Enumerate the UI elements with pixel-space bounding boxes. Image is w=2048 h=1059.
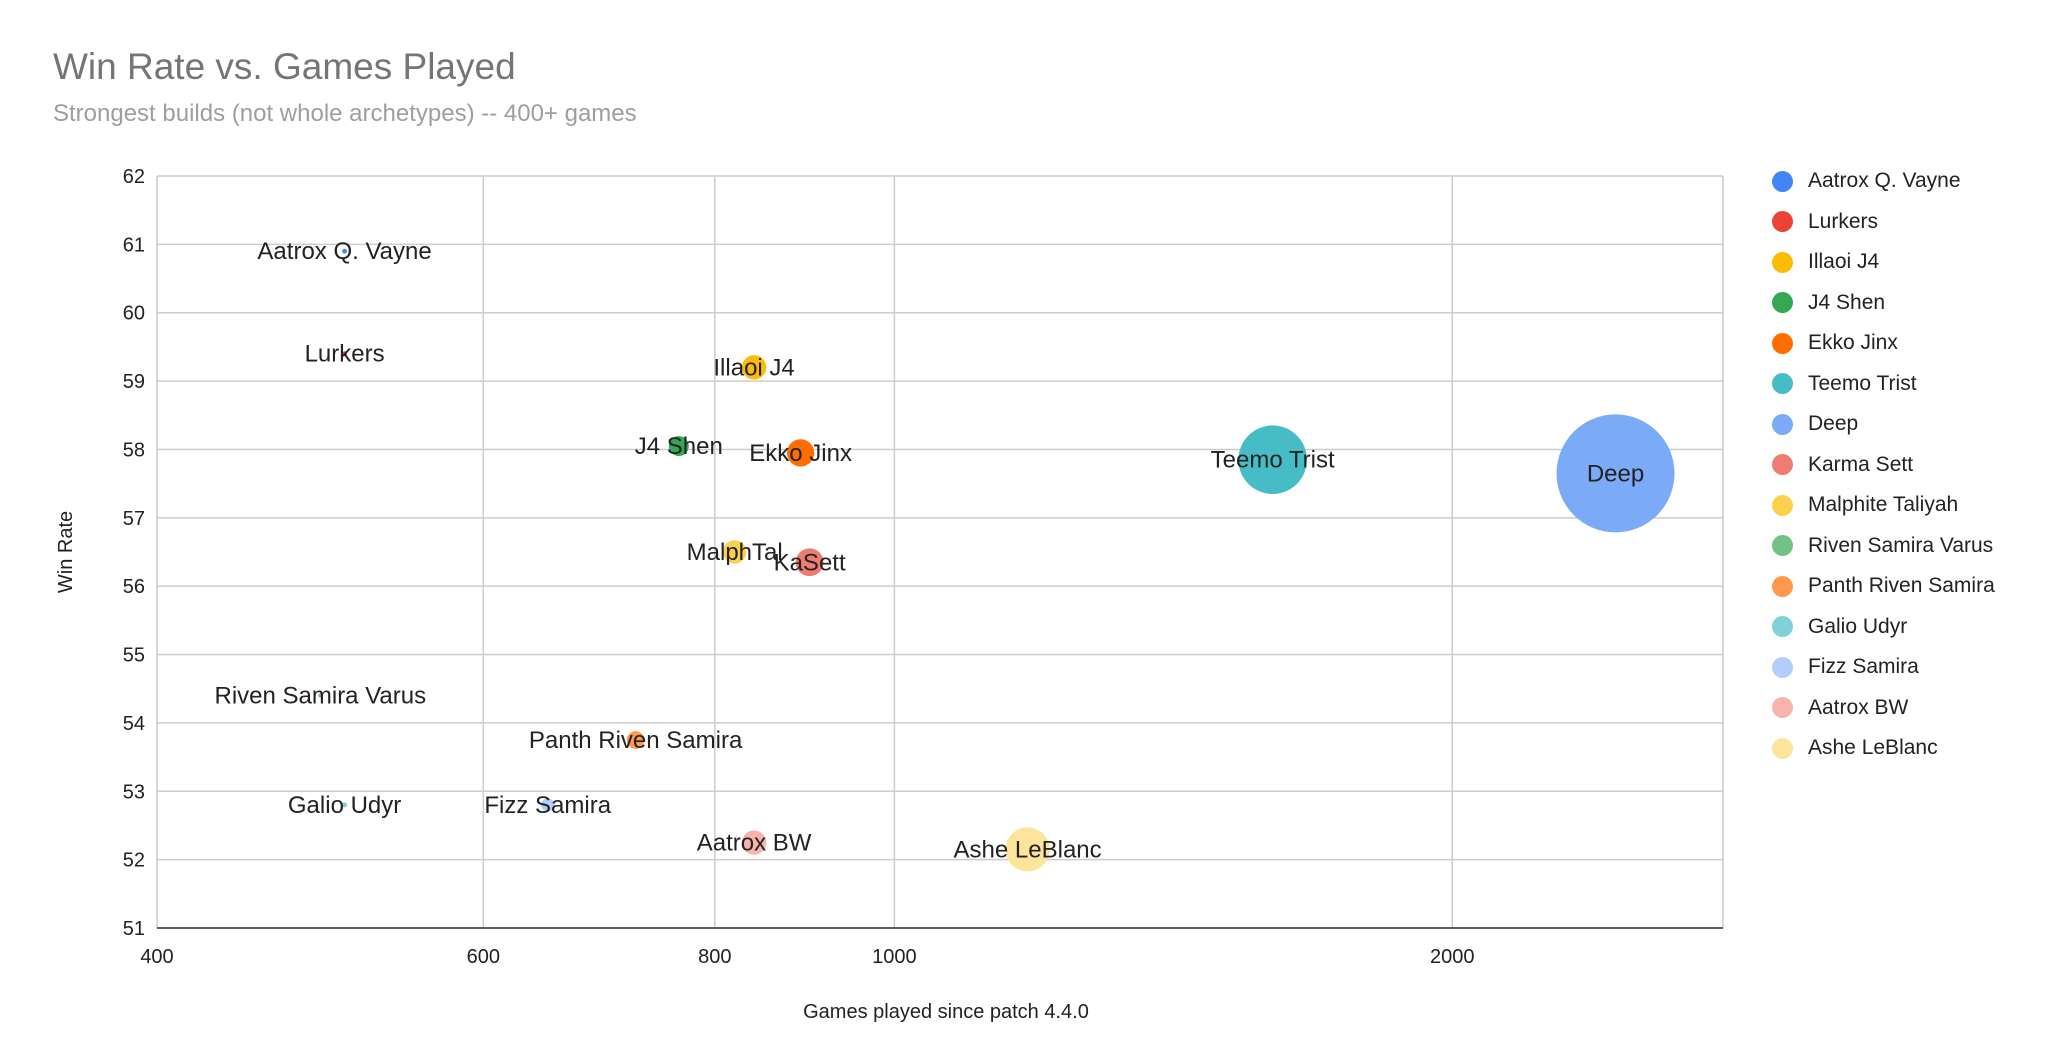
- legend-swatch-riven-samira-varus: [1772, 535, 1793, 557]
- bubble-label-malphite-taliyah: MalphTal: [687, 539, 783, 566]
- legend-item-lurkers: Lurkers: [1772, 202, 1995, 243]
- legend-label-aatrox-q-vayne: Aatrox Q. Vayne: [1808, 169, 1961, 193]
- y-tick-label-52: 52: [123, 850, 145, 872]
- bubble-label-karma-sett: KaSett: [774, 549, 846, 576]
- legend-label-panth-riven-samira: Panth Riven Samira: [1808, 574, 1995, 598]
- legend-item-panth-riven-samira: Panth Riven Samira: [1772, 566, 1995, 607]
- y-tick-label-57: 57: [123, 508, 145, 530]
- legend-item-galio-udyr: Galio Udyr: [1772, 607, 1995, 648]
- x-tick-label-800: 800: [698, 946, 731, 968]
- y-tick-label-58: 58: [123, 439, 145, 461]
- y-axis-title: Win Rate: [55, 511, 77, 593]
- legend-swatch-j4-shen: [1772, 292, 1793, 314]
- bubble-ekko-jinx: [786, 439, 815, 467]
- bubble-fizz-samira: [541, 798, 555, 812]
- legend-label-aatrox-bw: Aatrox BW: [1808, 695, 1909, 719]
- legend-swatch-galio-udyr: [1772, 616, 1793, 638]
- legend-label-ekko-jinx: Ekko Jinx: [1808, 331, 1898, 355]
- legend-swatch-aatrox-bw: [1772, 697, 1793, 719]
- legend-item-fizz-samira: Fizz Samira: [1772, 647, 1995, 688]
- legend-label-illaoi-j4: Illaoi J4: [1808, 250, 1880, 274]
- bubble-aatrox-bw: [741, 830, 767, 855]
- chart-title: Win Rate vs. Games Played: [53, 46, 516, 87]
- bubble-galio-udyr: [342, 802, 348, 808]
- x-tick-label-2000: 2000: [1430, 946, 1475, 968]
- bubble-teemo-trist: [1238, 425, 1307, 494]
- y-tick-label-53: 53: [123, 781, 145, 803]
- bubble-riven-samira-varus: [318, 693, 323, 698]
- bubble-illaoi-j4: [741, 355, 767, 380]
- legend-item-malphite-taliyah: Malphite Taliyah: [1772, 485, 1995, 526]
- y-tick-label-54: 54: [123, 713, 145, 735]
- bubble-label-lurkers: Lurkers: [305, 341, 385, 368]
- legend-item-deep: Deep: [1772, 404, 1995, 445]
- bubble-label-riven-samira-varus: Riven Samira Varus: [214, 683, 426, 710]
- bubble-label-deep: Deep: [1587, 460, 1644, 487]
- legend-swatch-aatrox-q-vayne: [1772, 170, 1793, 192]
- x-tick-label-600: 600: [467, 946, 500, 968]
- legend-item-riven-samira-varus: Riven Samira Varus: [1772, 526, 1995, 567]
- bubble-label-teemo-trist: Teemo Trist: [1211, 447, 1335, 474]
- legend-item-teemo-trist: Teemo Trist: [1772, 364, 1995, 405]
- bubble-label-j4-shen: J4 Shen: [635, 433, 723, 460]
- legend-swatch-panth-riven-samira: [1772, 575, 1793, 597]
- legend-label-ashe-leblanc: Ashe LeBlanc: [1808, 736, 1938, 760]
- legend-label-fizz-samira: Fizz Samira: [1808, 655, 1919, 679]
- chart-subtitle: Strongest builds (not whole archetypes) …: [53, 100, 637, 127]
- legend-label-j4-shen: J4 Shen: [1808, 290, 1886, 314]
- bubble-deep: [1556, 414, 1675, 533]
- bubble-label-aatrox-q-vayne: Aatrox Q. Vayne: [257, 238, 431, 265]
- bubble-karma-sett: [795, 548, 824, 577]
- y-tick-label-61: 61: [123, 234, 145, 256]
- legend-label-riven-samira-varus: Riven Samira Varus: [1808, 533, 1994, 557]
- legend-label-lurkers: Lurkers: [1808, 209, 1879, 233]
- x-tick-label-400: 400: [140, 946, 173, 968]
- legend-item-illaoi-j4: Illaoi J4: [1772, 242, 1995, 283]
- bubble-lurkers: [342, 351, 348, 357]
- legend-label-galio-udyr: Galio Udyr: [1808, 614, 1908, 638]
- legend-item-karma-sett: Karma Sett: [1772, 445, 1995, 486]
- bubble-j4-shen: [668, 436, 689, 457]
- legend-item-ashe-leblanc: Ashe LeBlanc: [1772, 728, 1995, 769]
- bubble-panth-riven-samira: [626, 731, 645, 749]
- legend-swatch-karma-sett: [1772, 454, 1793, 476]
- x-axis-title: Games played since patch 4.4.0: [803, 1001, 1089, 1023]
- legend-label-teemo-trist: Teemo Trist: [1808, 371, 1917, 395]
- legend-item-j4-shen: J4 Shen: [1772, 283, 1995, 324]
- bubble-label-fizz-samira: Fizz Samira: [484, 792, 611, 819]
- legend-item-aatrox-bw: Aatrox BW: [1772, 688, 1995, 729]
- legend-label-karma-sett: Karma Sett: [1808, 452, 1914, 476]
- bubble-label-illaoi-j4: Illaoi J4: [713, 354, 794, 381]
- y-tick-label-51: 51: [123, 918, 145, 940]
- bubble-label-ekko-jinx: Ekko Jinx: [749, 440, 852, 467]
- legend-swatch-ekko-jinx: [1772, 332, 1793, 354]
- bubble-aatrox-q-vayne: [342, 248, 348, 254]
- legend: Aatrox Q. Vayne Lurkers Illaoi J4 J4 Shen Ek…: [1772, 161, 1995, 769]
- legend-swatch-illaoi-j4: [1772, 251, 1793, 273]
- bubble-label-galio-udyr: Galio Udyr: [288, 792, 401, 819]
- bubble-malphite-taliyah: [723, 540, 747, 564]
- bubble-label-aatrox-bw: Aatrox BW: [697, 830, 812, 857]
- legend-swatch-ashe-leblanc: [1772, 737, 1793, 759]
- y-tick-label-59: 59: [123, 371, 145, 393]
- bubble-ashe-leblanc: [1005, 827, 1050, 872]
- legend-label-malphite-taliyah: Malphite Taliyah: [1808, 493, 1959, 517]
- legend-label-deep: Deep: [1808, 412, 1859, 436]
- bubble-label-panth-riven-samira: Panth Riven Samira: [529, 727, 743, 754]
- y-tick-label-60: 60: [123, 303, 145, 325]
- legend-swatch-teemo-trist: [1772, 373, 1793, 395]
- y-tick-label-62: 62: [123, 166, 145, 188]
- bubble-label-ashe-leblanc: Ashe LeBlanc: [954, 836, 1102, 863]
- legend-item-ekko-jinx: Ekko Jinx: [1772, 323, 1995, 364]
- legend-swatch-deep: [1772, 413, 1793, 435]
- y-tick-label-55: 55: [123, 645, 145, 667]
- legend-swatch-lurkers: [1772, 211, 1793, 233]
- x-tick-label-1000: 1000: [872, 946, 917, 968]
- legend-item-aatrox-q-vayne: Aatrox Q. Vayne: [1772, 161, 1995, 202]
- legend-swatch-malphite-taliyah: [1772, 494, 1793, 516]
- y-tick-label-56: 56: [123, 576, 145, 598]
- legend-swatch-fizz-samira: [1772, 656, 1793, 678]
